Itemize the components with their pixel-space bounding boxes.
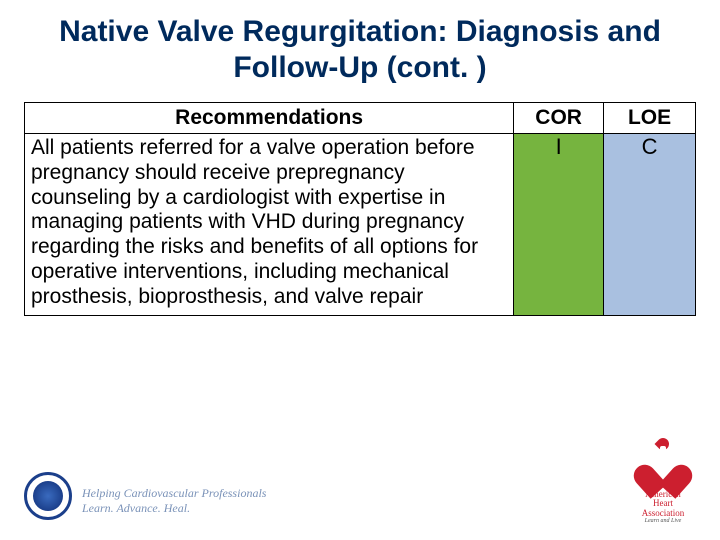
col-header-cor: COR bbox=[514, 103, 604, 134]
acc-tagline: Helping Cardiovascular Professionals Lea… bbox=[82, 486, 266, 516]
acc-logo-icon bbox=[24, 472, 72, 520]
recommendations-table: Recommendations COR LOE All patients ref… bbox=[24, 102, 696, 316]
aha-torch-icon bbox=[660, 446, 666, 466]
slide-title: Native Valve Regurgitation: Diagnosis an… bbox=[0, 0, 720, 96]
col-header-recommendations: Recommendations bbox=[25, 103, 514, 134]
cell-cor: I bbox=[514, 134, 604, 316]
aha-text: American Heart Association bbox=[628, 490, 698, 518]
col-header-loe: LOE bbox=[604, 103, 696, 134]
table-header-row: Recommendations COR LOE bbox=[25, 103, 696, 134]
acc-tagline-line2: Learn. Advance. Heal. bbox=[82, 501, 266, 516]
footer: Helping Cardiovascular Professionals Lea… bbox=[0, 466, 720, 526]
slide: Native Valve Regurgitation: Diagnosis an… bbox=[0, 0, 720, 540]
aha-subtext: Learn and Live bbox=[628, 518, 698, 524]
cell-loe: C bbox=[604, 134, 696, 316]
acc-tagline-line1: Helping Cardiovascular Professionals bbox=[82, 486, 266, 501]
acc-logo-inner-icon bbox=[33, 481, 63, 511]
cell-recommendation: All patients referred for a valve operat… bbox=[25, 134, 514, 316]
aha-logo: American Heart Association Learn and Liv… bbox=[628, 452, 698, 524]
aha-line3: Association bbox=[642, 508, 685, 518]
table-row: All patients referred for a valve operat… bbox=[25, 134, 696, 316]
aha-heart-icon bbox=[643, 452, 683, 488]
